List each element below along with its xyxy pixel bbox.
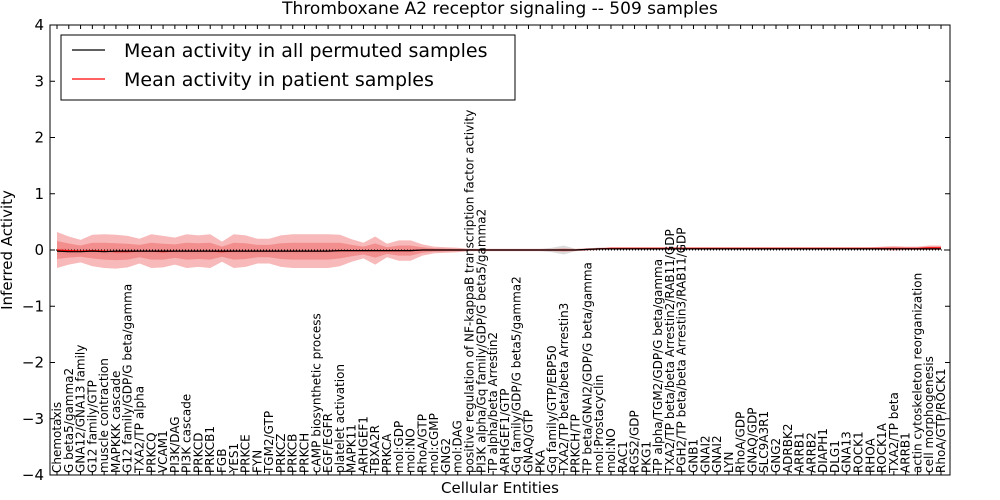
x-category-label: ARHGEF1/GTP	[498, 389, 512, 473]
x-category-label: TP beta/GNAI2/GDP/G beta/gamma	[580, 262, 594, 474]
x-category-label: ARRB1	[899, 432, 913, 473]
x-category-label: TP alpha/TGM2/GDP/G beta/gamma	[651, 259, 665, 474]
x-category-label: mol:cGMP	[427, 413, 441, 473]
x-category-label: GNG2	[439, 438, 453, 473]
x-category-label: MAPK11	[345, 424, 359, 473]
legend-box	[60, 34, 516, 101]
x-category-label: PGH2/TP beta/beta Arrestin3/RAB11/GDP	[675, 227, 689, 473]
y-tick-label: −1	[22, 297, 44, 315]
x-category-label: ARHGEF1	[357, 416, 371, 473]
x-category-label: PI3K alpha/Gq family/GDP/G beta5/gamma2	[474, 209, 488, 473]
y-tick-label: −2	[22, 354, 44, 372]
x-category-label: actin cytoskeleton reorganization	[910, 273, 924, 473]
x-category-label: platelet activation	[333, 364, 347, 473]
x-category-label: PKA	[533, 449, 547, 473]
x-category-label: mol:GDP	[392, 421, 406, 473]
x-category-label: TXA2/TP beta/beta Arrestin2/RAB11/GDP	[663, 229, 677, 474]
x-category-label: PRKCA	[380, 433, 394, 473]
x-category-label: positive regulation of NF-kappaB transcr…	[463, 110, 477, 473]
x-category-label: PRKCH	[298, 433, 312, 473]
x-category-label: mol:NO	[604, 428, 618, 473]
x-category-label: GNG2	[769, 438, 783, 473]
legend-label-permuted: Mean activity in all permuted samples	[124, 40, 487, 62]
legend-label-patient: Mean activity in patient samples	[124, 69, 434, 91]
permuted-mean-line	[56, 248, 941, 253]
x-category-label: PRKCH/TP	[569, 414, 583, 473]
x-category-label: TBXA2R	[368, 425, 382, 474]
x-category-label: G beta5/gamma2	[62, 368, 76, 473]
x-category-label: muscle contraction	[97, 358, 111, 473]
x-category-label: ROCK1A	[875, 422, 889, 473]
x-category-label: PI3K/DAG	[168, 416, 182, 473]
x-category-label: G12 family/GTP	[85, 380, 99, 473]
x-category-label: YES1	[227, 443, 241, 474]
legend: Mean activity in all permuted samples Me…	[60, 34, 516, 101]
x-category-label: Gq family/GTP/EBP50	[545, 345, 559, 473]
x-category-label: RhoA/GDP	[734, 412, 748, 473]
x-category-label: DIAPH1	[816, 428, 830, 473]
x-category-label: SLC9A3R1	[757, 411, 771, 473]
x-category-label: GNA13	[840, 431, 854, 473]
x-category-label: PRKCB	[286, 434, 300, 473]
x-category-label: PI3K cascade	[180, 394, 194, 473]
x-category-label: GNAI2	[710, 435, 724, 473]
y-tick-label: 2	[34, 129, 44, 147]
x-category-label: EGF/EGFR	[321, 413, 335, 473]
x-category-label: GNAQ/GDP	[745, 407, 759, 473]
x-category-label: GNB1	[687, 439, 701, 473]
y-tick-label: −3	[22, 410, 44, 428]
chart-title: Thromboxane A2 receptor signaling -- 509…	[281, 0, 718, 19]
x-category-label: TXA2/TP beta	[887, 392, 901, 474]
x-category-label: RHOA	[863, 437, 877, 473]
x-category-label: PKG1	[639, 441, 653, 473]
x-category-label: GNA12/GNA13 family	[74, 345, 88, 473]
x-category-label: ROCK1	[852, 431, 866, 473]
x-category-label: TXA2/TP alpha	[133, 386, 147, 474]
x-category-label: PRKCD	[191, 433, 205, 473]
x-category-label: Chemotaxis	[50, 402, 64, 473]
x-category-label: cell morphogenesis	[922, 356, 936, 473]
x-category-label: PRKCZ	[274, 434, 288, 473]
y-axis-label: Inferred Activity	[0, 190, 16, 310]
x-category-label: MAPKKK cascade	[109, 371, 123, 473]
x-category-label: FGB	[215, 449, 229, 473]
x-category-label: TP alpha/beta Arrestin2	[486, 332, 500, 474]
x-category-label: GNAQ/GTP	[522, 410, 536, 473]
x-category-label: RhoA/GTP/ROCK1	[934, 368, 948, 473]
y-tick-label: 1	[34, 185, 44, 203]
y-tick-label: 0	[34, 241, 44, 259]
x-category-label: RGS2/GDP	[628, 410, 642, 473]
x-category-label: VCAM1	[156, 430, 170, 473]
x-category-label: ARRB1	[793, 432, 807, 473]
x-category-label: TGM2/GTP	[262, 411, 276, 474]
x-category-label: PRKCE	[239, 434, 253, 473]
y-tick-label: 3	[34, 72, 44, 90]
x-category-label: G12 family/GDP/G beta/gamma	[121, 284, 135, 473]
x-category-label: mol:Prostacyclin	[592, 375, 606, 473]
x-category-label: LYN	[722, 452, 736, 473]
x-category-label: TXA2/TP beta/beta Arrestin3	[557, 303, 571, 474]
x-category-label: ARRB2	[804, 432, 818, 473]
x-axis-label: Cellular Entities	[441, 479, 559, 497]
x-category-label: RAC1	[616, 441, 630, 473]
x-category-label: ADRBK2	[781, 423, 795, 473]
x-category-label: PRKCB1	[203, 426, 217, 473]
x-category-label: PRKCQ	[144, 432, 158, 473]
x-category-label: Gq family/GDP/G beta5/gamma2	[510, 276, 524, 473]
x-category-label: mol:DAG	[451, 420, 465, 473]
y-tick-label: −4	[22, 466, 44, 484]
x-category-label: mol:NO	[404, 428, 418, 473]
x-category-label: DLG1	[828, 440, 842, 473]
y-tick-label: 4	[34, 16, 44, 34]
x-category-label: RhoA/GTP	[415, 414, 429, 473]
x-category-label: FYN	[250, 450, 264, 473]
plot-frame	[49, 24, 951, 476]
x-category-label: cAMP biosynthetic process	[309, 313, 323, 473]
x-category-label: GNAI2	[698, 435, 712, 473]
